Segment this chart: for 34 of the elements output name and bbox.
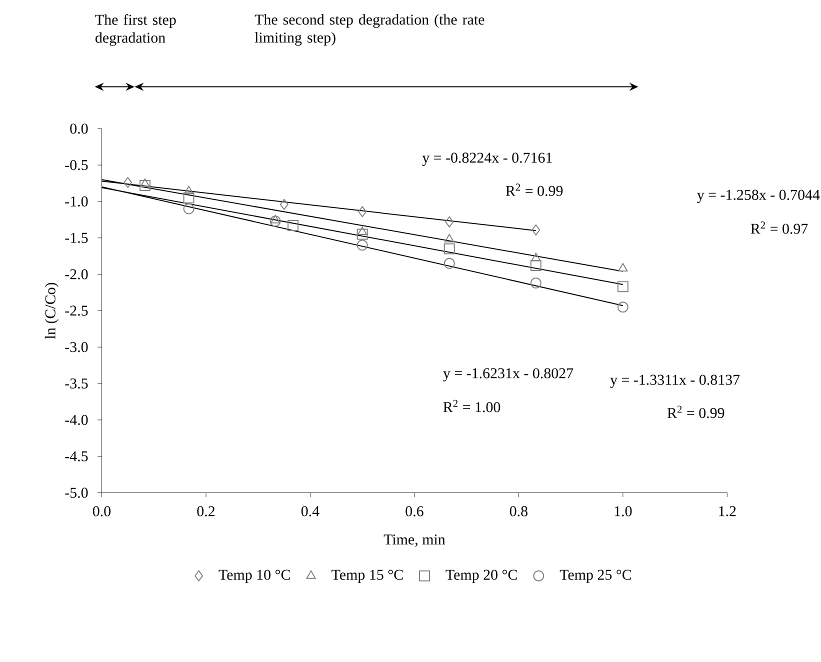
y-tick-label: -0.5 xyxy=(65,160,88,170)
annotation: R$^{2}$ = 1.00 xyxy=(443,400,500,412)
annotation: R$^{2}$ = 0.99 xyxy=(506,184,563,196)
x-axis-title: Time, min xyxy=(384,534,446,547)
annotation: y = -1.6231x - 0.8027 xyxy=(443,368,574,382)
y-tick-label: -3.0 xyxy=(65,342,88,352)
y-tick-label: -1.0 xyxy=(65,196,88,206)
annotation: y = -1.3311x - 0.8137 xyxy=(610,374,740,388)
y-tick-label: -5.0 xyxy=(65,488,88,498)
legend-label: Temp 25 °C xyxy=(560,570,632,583)
legend-label: Temp 15 °C xyxy=(332,570,403,583)
text: The first step degradation xyxy=(95,14,176,46)
annotation: R$^{2}$ = 0.99 xyxy=(667,406,724,418)
legend-label: Temp 20 °C xyxy=(446,570,517,583)
x-tick-label: 0.8 xyxy=(510,506,528,516)
legend-label: Temp 10 °C xyxy=(218,570,290,583)
x-tick-label: 0.0 xyxy=(92,506,111,516)
y-tick-label: -4.5 xyxy=(65,451,88,462)
x-tick-label: 0.4 xyxy=(301,506,320,516)
text: The second step degradation (the rate limiting step) xyxy=(254,14,484,46)
y-tick-label: 0.0 xyxy=(70,123,88,134)
y-tick-label: -3.5 xyxy=(65,378,88,388)
y-tick-label: -2.5 xyxy=(65,305,88,316)
x-tick-label: 1.2 xyxy=(719,506,736,516)
y-tick-label: -1.5 xyxy=(65,232,88,243)
annotation: y = -1.258x - 0.7044 xyxy=(697,190,820,203)
x-tick-label: 0.6 xyxy=(406,506,424,516)
y-axis-title: ln (C/Co) xyxy=(44,282,58,339)
y-tick-label: -2.0 xyxy=(65,269,88,280)
text: R$^{2}$ = 0.97 xyxy=(750,221,808,234)
x-tick-label: 0.2 xyxy=(197,506,215,516)
x-tick-label: 1.0 xyxy=(614,506,632,516)
y-tick-label: -4.0 xyxy=(65,414,88,425)
annotation: y = -0.8224x - 0.7161 xyxy=(422,152,552,166)
